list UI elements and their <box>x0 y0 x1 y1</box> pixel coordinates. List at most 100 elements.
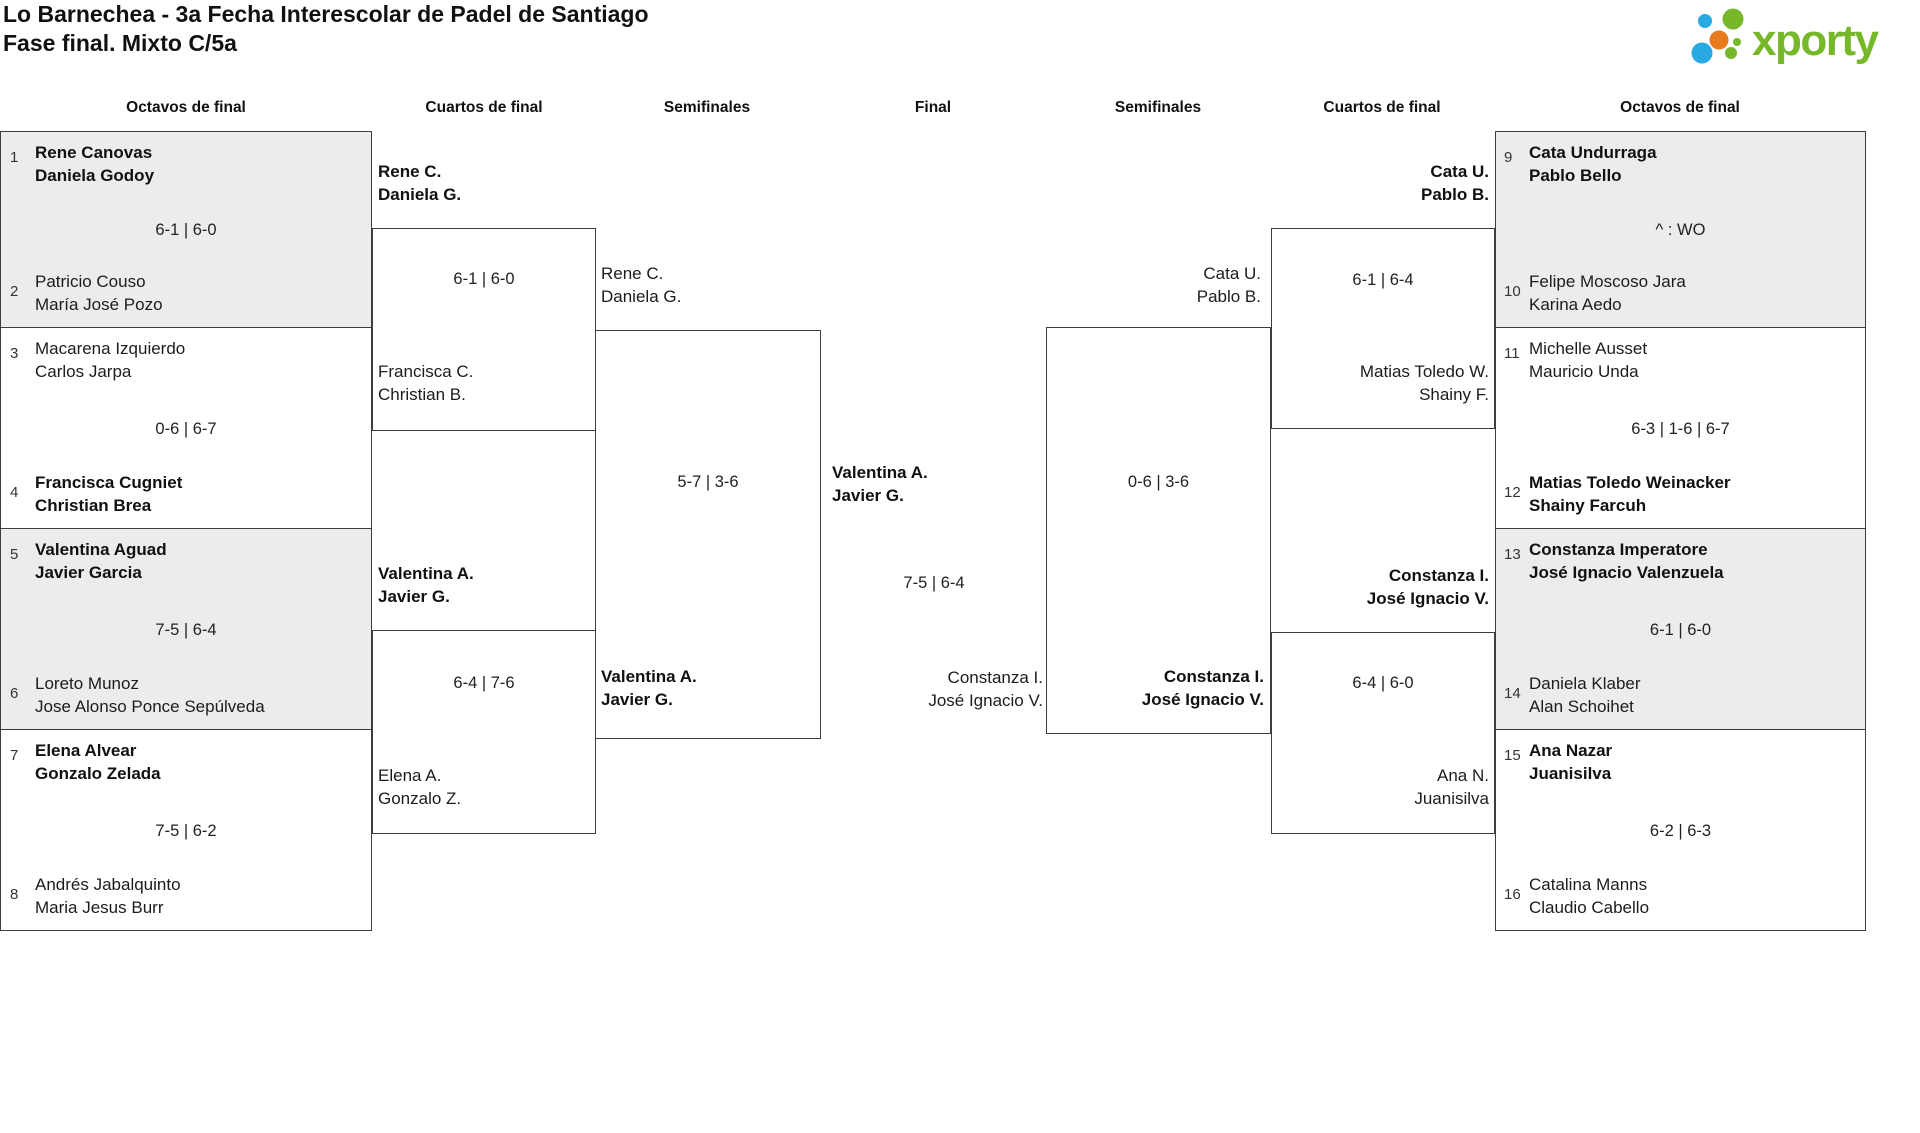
player-name: Gonzalo Zelada <box>35 764 161 783</box>
match-box-seeds-7-8: 7 Elena Alvear Gonzalo Zelada 7-5 | 6-2 … <box>0 729 372 931</box>
team-name: Constanza I. José Ignacio V. <box>1367 564 1489 610</box>
team-name: Matias Toledo W. Shainy F. <box>1360 360 1489 406</box>
semifinal-box-left <box>595 330 821 739</box>
player-name: Matias Toledo W. <box>1359 362 1489 381</box>
player-name: José Ignacio V. <box>1366 589 1489 608</box>
match-box-seeds-3-4: 3 Macarena Izquierdo Carlos Jarpa 0-6 | … <box>0 327 372 529</box>
quarterfinal-box-left-1 <box>372 228 596 431</box>
match-box-seeds-13-14: 13 Constanza Imperatore José Ignacio Val… <box>1495 528 1866 730</box>
team-name: Valentina A. Javier G. <box>601 665 697 711</box>
seed-number: 8 <box>10 886 19 903</box>
match-score: 7-5 | 6-4 <box>903 574 965 592</box>
player-name: Shainy F. <box>1419 385 1489 404</box>
xporty-logo[interactable]: xporty <box>1682 2 1912 73</box>
seed-number: 11 <box>1504 345 1520 362</box>
match-score: 6-3 | 1-6 | 6-7 <box>1631 420 1730 438</box>
match-score: 0-6 | 6-7 <box>155 420 217 438</box>
player-name: Ana Nazar <box>1529 741 1613 760</box>
player-name: Rene C. <box>601 264 664 283</box>
team-name: Cata U. Pablo B. <box>1421 160 1489 206</box>
team-name: Patricio Couso María José Pozo <box>35 270 163 316</box>
player-name: Juanisilva <box>1529 764 1612 783</box>
player-name: Mauricio Unda <box>1529 362 1639 381</box>
team-name: Cata U. Pablo B. <box>1197 262 1261 308</box>
player-name: Pablo B. <box>1420 185 1489 204</box>
team-name: Rene Canovas Daniela Godoy <box>35 141 154 187</box>
match-score: 6-4 | 6-0 <box>1352 674 1414 692</box>
player-name: Ana N. <box>1437 766 1489 785</box>
player-name: Karina Aedo <box>1529 295 1622 314</box>
match-score: 6-2 | 6-3 <box>1649 822 1712 840</box>
player-name: Felipe Moscoso Jara <box>1529 272 1686 291</box>
team-name: Rene C. Daniela G. <box>601 262 681 308</box>
tournament-title: Lo Barnechea - 3a Fecha Interescolar de … <box>3 1 649 27</box>
team-name: Felipe Moscoso Jara Karina Aedo <box>1529 270 1686 316</box>
seed-number: 5 <box>10 546 19 563</box>
player-name: Daniela G. <box>601 287 682 306</box>
seed-number: 2 <box>10 283 19 300</box>
team-name: Macarena Izquierdo Carlos Jarpa <box>35 337 185 383</box>
seed-number: 10 <box>1504 283 1521 300</box>
player-name: Pablo Bello <box>1529 166 1622 185</box>
player-name: Javier G. <box>601 690 673 709</box>
team-name: Michelle Ausset Mauricio Unda <box>1529 337 1647 383</box>
seed-number: 16 <box>1504 886 1521 903</box>
player-name: Rene C. <box>378 162 442 181</box>
seed-number: 7 <box>10 747 19 764</box>
round-header-semis-left: Semifinales <box>663 99 751 116</box>
player-name: José Ignacio Valenzuela <box>1529 563 1724 582</box>
round-header-semis-right: Semifinales <box>1114 99 1202 116</box>
team-name: Daniela Klaber Alan Schoihet <box>1529 672 1641 718</box>
player-name: Javier G. <box>832 486 904 505</box>
semifinal-box-right <box>1046 327 1271 734</box>
player-name: Michelle Ausset <box>1529 339 1648 358</box>
player-name: Matias Toledo Weinacker <box>1529 473 1731 492</box>
team-name: Ana Nazar Juanisilva <box>1529 739 1612 785</box>
player-name: José Ignacio V. <box>1141 690 1264 709</box>
player-name: Valentina A. <box>601 667 697 686</box>
quarterfinal-box-right-1 <box>1271 228 1495 429</box>
player-name: Daniela Godoy <box>35 166 155 185</box>
match-score: 6-1 | 6-4 <box>1352 271 1414 289</box>
team-name: Rene C. Daniela G. <box>378 160 461 206</box>
player-name: Andrés Jabalquinto <box>35 875 181 894</box>
player-name: Cata U. <box>1430 162 1489 181</box>
player-name: Javier Garcia <box>35 563 142 582</box>
seed-number: 1 <box>10 149 19 166</box>
team-name: Andrés Jabalquinto Maria Jesus Burr <box>35 873 181 919</box>
player-name: Francisca C. <box>378 362 474 381</box>
player-name: Constanza I. <box>947 668 1043 687</box>
seed-number: 3 <box>10 345 19 362</box>
player-name: Rene Canovas <box>35 143 153 162</box>
match-box-seeds-5-6: 5 Valentina Aguad Javier Garcia 7-5 | 6-… <box>0 528 372 730</box>
seed-number: 6 <box>10 685 19 702</box>
player-name: Maria Jesus Burr <box>35 898 164 917</box>
team-name: Francisca C. Christian B. <box>378 360 473 406</box>
match-score: 6-1 | 6-0 <box>1649 621 1712 639</box>
player-name: Macarena Izquierdo <box>35 339 186 358</box>
player-name: Jose Alonso Ponce Sepúlveda <box>35 697 265 716</box>
match-box-seeds-1-2: 1 Rene Canovas Daniela Godoy 6-1 | 6-0 2… <box>0 131 372 328</box>
player-name: Pablo B. <box>1196 287 1261 306</box>
player-name: José Ignacio V. <box>928 691 1043 710</box>
player-name: Shainy Farcuh <box>1529 496 1647 515</box>
round-header-cuartos-left: Cuartos de final <box>425 99 543 116</box>
match-box-seeds-15-16: 15 Ana Nazar Juanisilva 6-2 | 6-3 16 Cat… <box>1495 729 1866 931</box>
player-name: Valentina Aguad <box>35 540 167 559</box>
seed-number: 4 <box>10 484 19 501</box>
match-box-seeds-9-10: 9 Cata Undurraga Pablo Bello ^ : WO 10 F… <box>1495 131 1866 328</box>
team-name: Elena Alvear Gonzalo Zelada <box>35 739 161 785</box>
match-box-seeds-11-12: 11 Michelle Ausset Mauricio Unda 6-3 | 1… <box>1495 327 1866 529</box>
match-score: 7-5 | 6-4 <box>155 621 217 639</box>
player-name: Javier G. <box>378 587 450 606</box>
seed-number: 15 <box>1504 747 1521 764</box>
player-name: Christian Brea <box>35 496 152 515</box>
player-name: Elena Alvear <box>35 741 137 760</box>
match-score: 6-4 | 7-6 <box>453 674 515 692</box>
match-score: 7-5 | 6-2 <box>155 822 217 840</box>
tournament-subtitle: Fase final. Mixto C/5a <box>3 30 237 56</box>
logo-brand-text: xporty <box>1752 16 1880 65</box>
round-header-octavos-left: Octavos de final <box>126 99 246 116</box>
team-name: Loreto Munoz Jose Alonso Ponce Sepúlveda <box>35 672 265 718</box>
